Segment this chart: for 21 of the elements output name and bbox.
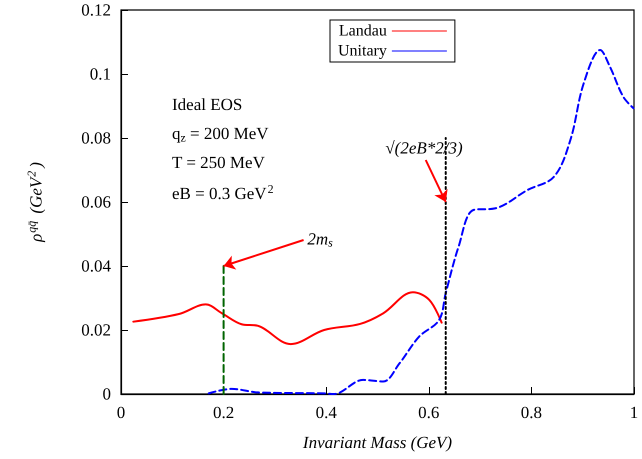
- y-tick-label: 0.1: [90, 64, 111, 84]
- y-tick-label: 0.04: [81, 256, 112, 276]
- y-tick-label: 0.08: [81, 128, 111, 148]
- y-tick-label: 0.12: [81, 0, 111, 20]
- legend-label: Landau: [338, 22, 387, 40]
- x-tick-label: 0.2: [212, 403, 234, 422]
- x-tick-label: 0.8: [520, 403, 542, 422]
- y-tick-label: 0: [102, 384, 111, 404]
- y-tick-label: 0.06: [81, 192, 111, 212]
- y-tick-label: 0.02: [81, 320, 111, 340]
- x-tick-label: 0.4: [316, 403, 338, 422]
- y-axis-title: ρqq̄ (GeV2): [24, 162, 46, 243]
- x-tick-label: 0: [116, 403, 126, 422]
- x-axis-title: Invariant Mass (GeV): [302, 433, 452, 452]
- x-tick-label: 1: [630, 403, 638, 422]
- annotation: Ideal EOS: [172, 95, 242, 114]
- annotation: √(2eB*2/3): [385, 138, 463, 158]
- x-tick-label: 0.6: [418, 403, 440, 422]
- legend-label: Unitary: [338, 42, 387, 60]
- annotation: T = 250 MeV: [172, 153, 266, 172]
- line-series: [132, 291, 443, 346]
